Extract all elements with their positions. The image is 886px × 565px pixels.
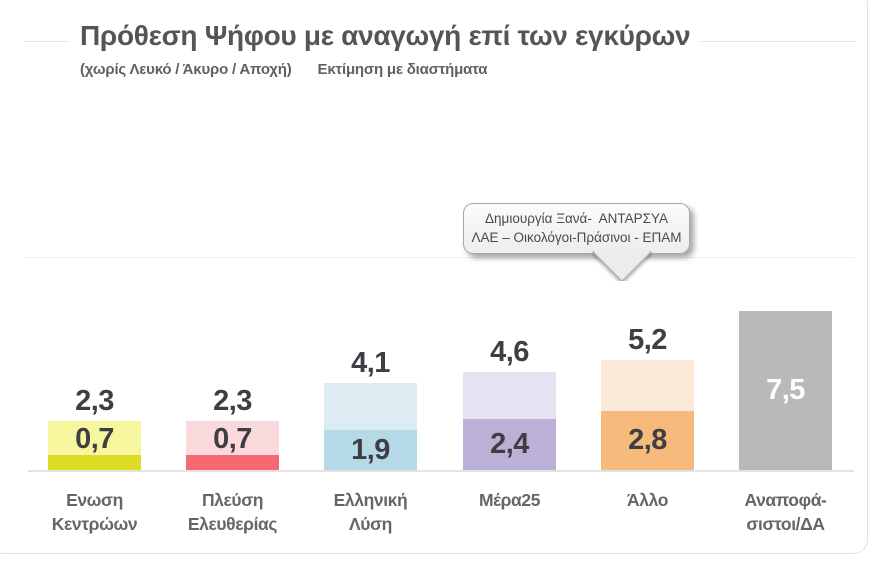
category-label-plefsi-eleftherias: Πλεύση Ελευθερίας bbox=[187, 490, 278, 534]
bar-elliniki-lysi: 4,1 1,9 bbox=[324, 347, 417, 470]
category-label-allo: Άλλο bbox=[627, 490, 668, 510]
value-label-upper: 5,2 bbox=[628, 324, 667, 356]
category-label-elliniki-lysi: Ελληνική Λύση bbox=[333, 490, 408, 534]
value-label-lower: 0,7 bbox=[75, 423, 114, 455]
page-title: Πρόθεση Ψήφου με αναγωγή επί των εγκύρων bbox=[70, 20, 701, 52]
subtitle-exclusions: (χωρίς Λευκό / Άκυρο / Αποχή) bbox=[80, 61, 292, 78]
bar-enosi-kentroon: 2,3 0,7 bbox=[48, 385, 141, 470]
bar-lower-segment bbox=[186, 455, 279, 470]
bar-lower-segment bbox=[324, 430, 417, 470]
mid-gridline bbox=[24, 257, 854, 258]
bar-mera25: 4,6 2,4 bbox=[463, 336, 556, 470]
bar-anapofasistoi-da: 7,5 bbox=[739, 311, 832, 470]
page-subtitle: (χωρίς Λευκό / Άκυρο / Αποχή) Εκτίμηση με… bbox=[80, 61, 487, 78]
value-label-upper: 2,3 bbox=[213, 385, 252, 417]
bar-lower-segment bbox=[48, 455, 141, 470]
value-label-lower: 0,7 bbox=[213, 423, 252, 455]
value-label-upper: 4,6 bbox=[490, 336, 529, 368]
bar-value-label: 7,5 bbox=[766, 374, 805, 406]
value-label-lower: 2,8 bbox=[628, 424, 667, 456]
x-axis-line bbox=[28, 470, 854, 472]
category-label-enosi-kentroon: Ενωση Κεντρώων bbox=[51, 490, 138, 534]
bar-lower-segment bbox=[601, 411, 694, 470]
bar-lower-segment bbox=[463, 419, 556, 470]
value-label-lower: 2,4 bbox=[490, 428, 529, 460]
subtitle-note: Εκτίμηση με διαστήματα bbox=[317, 61, 488, 78]
value-label-upper: 4,1 bbox=[351, 347, 390, 379]
value-label-upper: 2,3 bbox=[75, 385, 114, 417]
callout-line-2: ΛΑΕ – Οικολόγοι-Πράσινοι - ΕΠΑΜ bbox=[471, 230, 682, 245]
category-label-anapofasistoi-da: Αναποφά-σιστοι/ΔΑ bbox=[744, 490, 827, 534]
bar-plefsi-eleftherias: 2,3 0,7 bbox=[186, 385, 279, 470]
bar-allo: 5,2 2,8 bbox=[601, 324, 694, 470]
value-label-lower: 1,9 bbox=[351, 433, 390, 466]
callout-text: Δημιουργία Ξανά- ΑΝΤΑΡΣΥΑ ΛΑΕ – Οικολόγο… bbox=[464, 204, 689, 247]
annotation-callout: Δημιουργία Ξανά- ΑΝΤΑΡΣΥΑ ΛΑΕ – Οικολόγο… bbox=[463, 203, 690, 281]
callout-line-1: Δημιουργία Ξανά- ΑΝΤΑΡΣΥΑ bbox=[485, 211, 668, 226]
callout-tail bbox=[589, 251, 653, 281]
category-label-mera25: Μέρα25 bbox=[478, 490, 541, 510]
